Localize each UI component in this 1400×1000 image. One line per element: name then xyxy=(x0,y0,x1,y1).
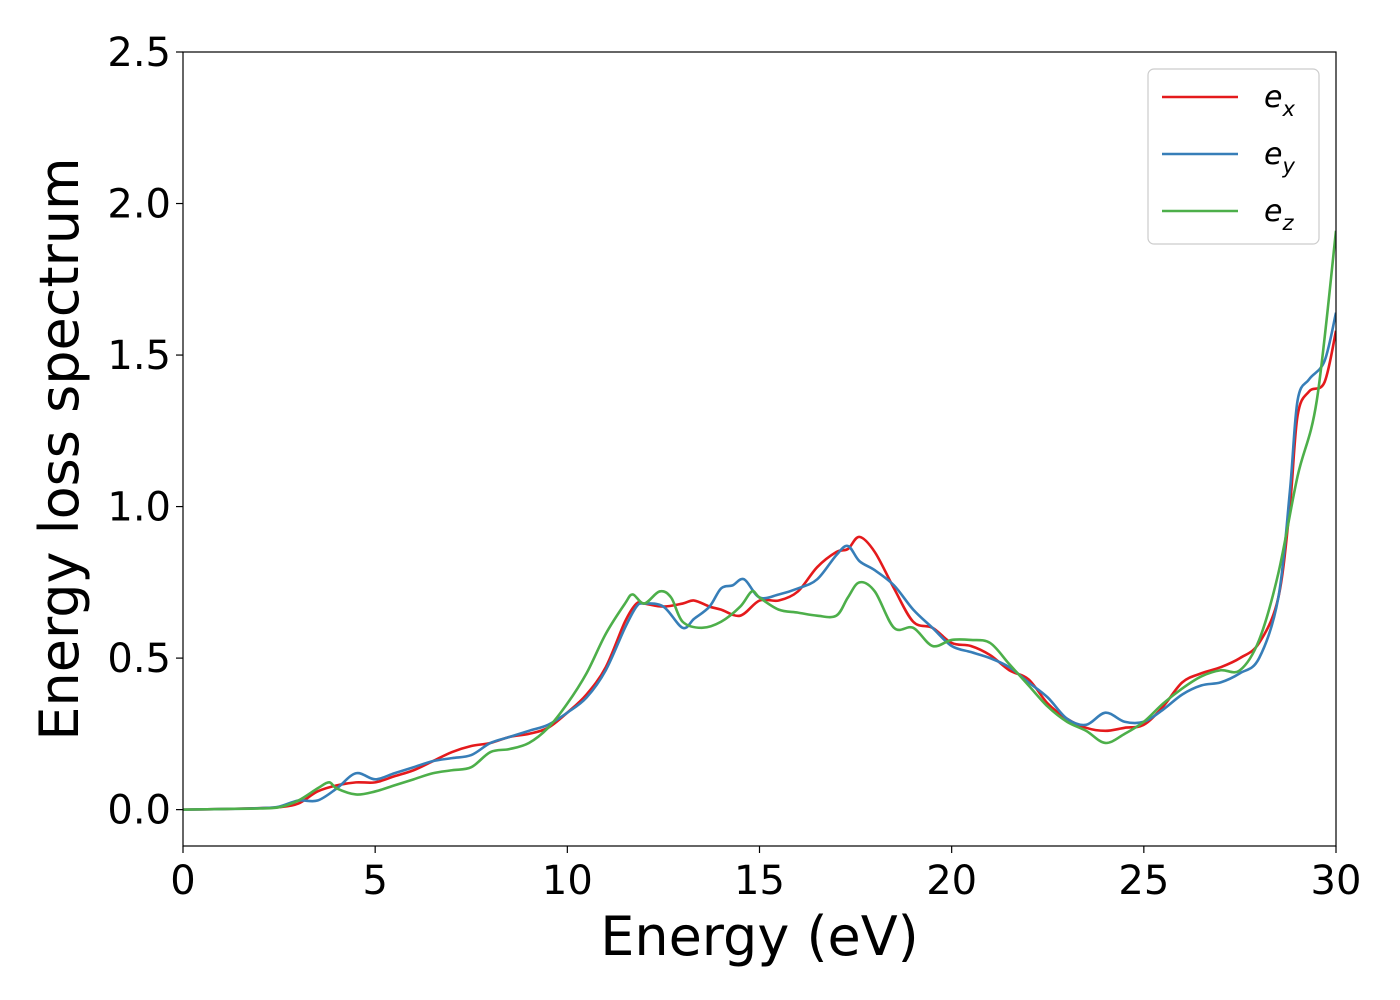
series-layer xyxy=(183,230,1336,811)
y-tick-label: 1.0 xyxy=(107,485,171,531)
legend-label-subscript: y xyxy=(1281,154,1295,178)
x-tick-label: 15 xyxy=(734,858,785,904)
y-tick-label: 0.5 xyxy=(107,636,171,682)
legend-label: ez xyxy=(1264,194,1294,235)
legend-label-subscript: x xyxy=(1281,97,1295,121)
x-tick-label: 5 xyxy=(362,858,387,904)
legend-label: ex xyxy=(1264,80,1295,121)
x-tick-label: 0 xyxy=(170,858,195,904)
legend-label-base: e xyxy=(1264,194,1282,229)
legend-label-base: e xyxy=(1264,80,1282,115)
legend-label-base: e xyxy=(1264,137,1282,172)
y-tick-label: 2.5 xyxy=(107,30,171,76)
x-tick-label: 10 xyxy=(542,858,593,904)
series-line-e-z xyxy=(183,230,1336,811)
series-line-e-x xyxy=(183,330,1336,811)
x-tick-label: 30 xyxy=(1311,858,1362,904)
y-axis-title: Energy loss spectrum xyxy=(28,157,91,740)
y-tick-label: 0.0 xyxy=(107,788,171,834)
y-tick-label: 1.5 xyxy=(107,333,171,379)
y-axis: 0.0 0.5 1.0 1.5 2.0 2.5 xyxy=(107,30,183,834)
x-axis: 0 5 10 15 20 25 30 xyxy=(170,846,1361,904)
legend-label: ey xyxy=(1264,137,1295,178)
legend-label-subscript: z xyxy=(1281,211,1294,235)
x-tick-label: 25 xyxy=(1118,858,1169,904)
series-line-e-y xyxy=(183,312,1336,811)
legend-box xyxy=(1147,68,1320,245)
x-axis-title: Energy (eV) xyxy=(600,905,919,968)
x-tick-label: 20 xyxy=(926,858,977,904)
y-tick-label: 2.0 xyxy=(107,182,171,228)
